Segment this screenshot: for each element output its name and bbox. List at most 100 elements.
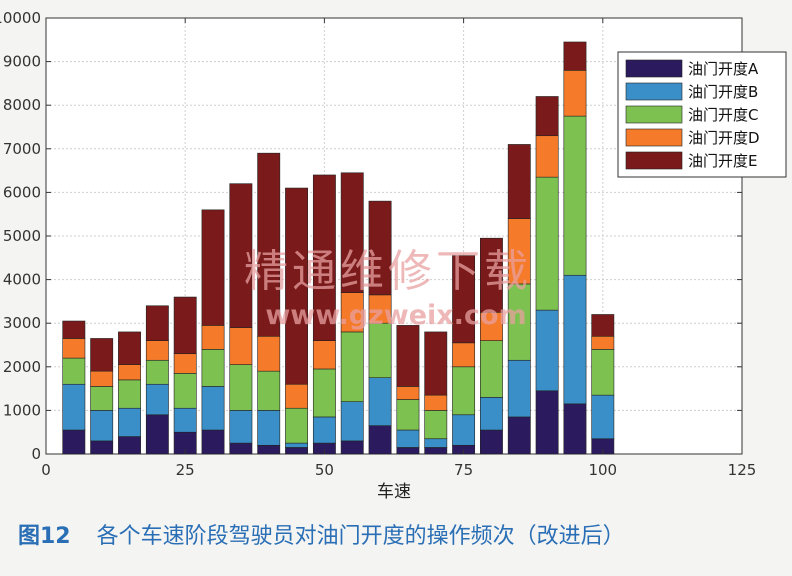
bar-segment: [507, 144, 531, 219]
x-tick-label: 25: [176, 461, 195, 479]
y-tick-label: 3000: [3, 314, 41, 332]
bar-segment: [257, 410, 281, 446]
bar-segment: [563, 70, 587, 117]
bar-segment: [62, 320, 86, 339]
bar-segment: [229, 410, 253, 444]
bar-segment: [201, 349, 225, 387]
bar-segment: [201, 209, 225, 326]
legend-label: 油门开度C: [688, 106, 758, 124]
bar-segment: [145, 414, 169, 455]
x-tick-label: 125: [728, 461, 757, 479]
bar-segment: [173, 296, 197, 355]
y-tick-label: 2000: [3, 358, 41, 376]
bar-segment: [396, 429, 420, 448]
bar-segment: [62, 429, 86, 455]
bar-segment: [173, 373, 197, 409]
bar-segment: [368, 377, 392, 426]
bar-segment: [396, 325, 420, 387]
bar-segment: [479, 237, 503, 313]
y-tick-label: 1000: [3, 401, 41, 419]
caption-text: 各个车速阶段驾驶员对油门开度的操作频次（改进后）: [96, 524, 625, 549]
watermark-line2: www.gzweix.com: [265, 300, 526, 331]
bars: [62, 41, 615, 455]
bar-segment: [340, 172, 364, 293]
watermark-line1: 精通维修下载: [244, 246, 532, 297]
y-tick-label: 0: [31, 445, 41, 463]
bar-segment: [452, 414, 476, 446]
bar-segment: [535, 390, 559, 455]
legend-swatch: [625, 82, 683, 101]
y-tick-label: 5000: [3, 227, 41, 245]
bar-segment: [340, 401, 364, 442]
bar-segment: [145, 305, 169, 341]
y-tick-label: 7000: [3, 140, 41, 158]
bar-segment: [312, 340, 336, 370]
x-tick-label: 0: [41, 461, 51, 479]
bar-segment: [257, 152, 281, 337]
y-tick-label: 4000: [3, 271, 41, 289]
bar-segment: [62, 357, 86, 385]
bar-segment: [173, 407, 197, 433]
legend-label: 油门开度B: [688, 83, 758, 101]
x-axis-title: 车速: [377, 482, 411, 502]
bar-segment: [507, 359, 531, 418]
bar-segment: [118, 331, 141, 365]
bar-segment: [452, 366, 476, 416]
legend: 油门开度A 油门开度B 油门开度C 油门开度D 油门开度E: [617, 51, 787, 178]
axis-ticks: 0100020003000400050006000700080009000100…: [0, 9, 756, 479]
bar-segment: [285, 442, 308, 448]
bar-segment: [201, 386, 225, 431]
bar-segment: [424, 410, 448, 440]
bar-segment: [368, 322, 392, 379]
bar-segment: [396, 399, 420, 431]
bar-segment: [257, 370, 281, 411]
y-tick-label: 6000: [3, 183, 41, 201]
bar-segment: [452, 342, 476, 368]
y-tick-label: 8000: [3, 96, 41, 114]
bar-segment: [285, 447, 308, 455]
legend-swatch: [625, 59, 683, 78]
bar-segment: [285, 407, 308, 444]
bar-segment: [118, 364, 141, 381]
bar-segment: [62, 338, 86, 359]
figure-label: 图12: [18, 524, 71, 549]
bar-segment: [201, 325, 225, 350]
bar-segment: [145, 359, 169, 385]
bar-segment: [90, 338, 114, 372]
bar-segment: [591, 394, 615, 440]
bar-segment: [229, 183, 253, 328]
bar-segment: [479, 340, 503, 398]
bar-segment: [424, 394, 448, 411]
bar-segment: [368, 425, 392, 455]
bar-segment: [424, 447, 448, 455]
bar-segment: [229, 442, 253, 455]
bar-segment: [62, 383, 86, 431]
bar-segment: [229, 327, 253, 365]
bar-segment: [591, 335, 615, 350]
bar-segment: [535, 309, 559, 392]
bar-segment: [340, 440, 364, 455]
bar-segment: [591, 314, 615, 337]
bar-segment: [340, 331, 364, 402]
x-tick-label: 50: [315, 461, 334, 479]
bar-segment: [312, 368, 336, 418]
bar-segment: [563, 41, 587, 71]
legend-swatch: [625, 128, 683, 147]
bar-segment: [535, 176, 559, 311]
bar-segment: [396, 447, 420, 455]
stacked-bar-chart: 0100020003000400050006000700080009000100…: [0, 9, 787, 502]
bar-segment: [452, 255, 476, 344]
bar-segment: [424, 331, 448, 396]
bar-segment: [118, 436, 141, 455]
bar-segment: [479, 429, 503, 455]
bar-segment: [145, 383, 169, 416]
bar-segment: [257, 335, 281, 372]
x-tick-label: 100: [588, 461, 617, 479]
bar-segment: [563, 274, 587, 405]
bar-segment: [118, 379, 141, 409]
bar-segment: [591, 349, 615, 396]
bar-segment: [563, 115, 587, 276]
bar-segment: [312, 174, 336, 341]
legend-label: 油门开度A: [688, 60, 759, 78]
bar-segment: [118, 407, 141, 437]
